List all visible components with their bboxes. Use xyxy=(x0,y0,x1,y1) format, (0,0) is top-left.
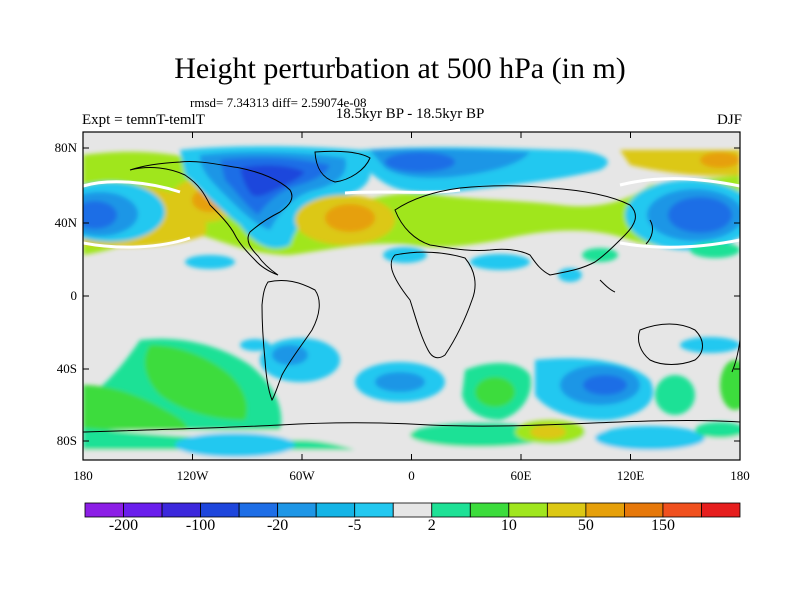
colorbar-swatch xyxy=(469,502,510,518)
contour-region xyxy=(558,268,582,282)
colorbar-label: 50 xyxy=(577,517,594,534)
period-label: 18.5kyr BP - 18.5kyr BP xyxy=(335,106,485,122)
contour-region xyxy=(582,248,618,262)
colorbar-swatch xyxy=(392,502,433,518)
contour-region xyxy=(83,201,117,229)
colorbar-swatch xyxy=(585,502,625,518)
contour-region xyxy=(475,377,515,407)
colorbar-swatch xyxy=(431,502,471,518)
contour-region xyxy=(272,345,308,365)
colorbar-swatch xyxy=(624,502,664,518)
contour-region xyxy=(175,433,295,457)
contour-region xyxy=(240,339,270,351)
lon-tick-label: 60E xyxy=(510,468,532,483)
contour-region xyxy=(325,204,375,232)
lat-tick-label: 40N xyxy=(54,215,77,230)
lon-tick-label: 60W xyxy=(289,468,315,483)
colorbar-swatch xyxy=(662,502,702,518)
lon-tick-label: 0 xyxy=(408,468,415,483)
colorbar-label: 10 xyxy=(500,517,517,534)
axis-ticks xyxy=(82,132,741,460)
contour-region xyxy=(385,152,455,172)
plot-title: Height perturbation at 500 hPa (in m) xyxy=(174,52,626,85)
contour-region xyxy=(583,375,627,395)
contour-region xyxy=(700,152,740,168)
colorbar-swatch xyxy=(277,502,317,518)
colorbar-label: 150 xyxy=(650,517,675,534)
contour-region xyxy=(680,337,740,353)
contour-region xyxy=(470,254,530,270)
season-label: DJF xyxy=(716,112,742,128)
colorbar-label: -200 xyxy=(108,517,139,534)
experiment-label: Expt = temnT-temlT xyxy=(82,112,205,128)
contour-region xyxy=(720,360,740,410)
colorbar xyxy=(84,502,741,518)
lon-tick-label: 120E xyxy=(616,468,645,483)
colorbar-swatch xyxy=(508,502,548,518)
contour-field xyxy=(83,132,740,460)
lat-tick-label: 0 xyxy=(70,288,78,303)
contour-region xyxy=(410,423,550,447)
contour-region xyxy=(240,165,305,197)
colorbar-swatch xyxy=(701,502,741,518)
colorbar-swatch xyxy=(238,502,279,518)
contour-region xyxy=(144,345,247,420)
contour-region xyxy=(185,255,235,269)
colorbar-label: -100 xyxy=(185,517,216,534)
contour-region xyxy=(530,425,566,439)
lat-tick-label: 80S xyxy=(56,433,77,448)
colorbar-label: 2 xyxy=(427,517,436,534)
colorbar-swatch xyxy=(84,502,124,518)
lon-tick-label: 180 xyxy=(73,468,93,483)
colorbar-swatch xyxy=(546,502,587,518)
contour-region xyxy=(695,422,740,438)
lon-tick-label: 180 xyxy=(730,468,750,483)
contour-region xyxy=(83,385,188,435)
colorbar-swatch xyxy=(315,502,356,518)
contour-region xyxy=(595,426,705,450)
rmsd-diff-stats: rmsd= 7.34313 diff= 2.59074e-08 xyxy=(190,95,367,110)
contour-region xyxy=(668,197,732,233)
colorbar-swatch xyxy=(354,502,394,518)
lat-tick-label: 40S xyxy=(56,361,77,376)
lat-tick-label: 80N xyxy=(54,140,77,155)
colorbar-swatch xyxy=(123,502,163,518)
contour-region xyxy=(375,372,425,392)
zero-contours xyxy=(83,177,740,249)
lon-tick-label: 120W xyxy=(176,468,209,483)
colorbar-swatch xyxy=(161,502,201,518)
coastlines xyxy=(83,150,740,433)
colorbar-swatch xyxy=(200,502,240,518)
contour-region xyxy=(655,375,695,415)
contour-region xyxy=(383,247,427,263)
colorbar-label: -20 xyxy=(266,517,289,534)
colorbar-label: -5 xyxy=(348,517,362,534)
